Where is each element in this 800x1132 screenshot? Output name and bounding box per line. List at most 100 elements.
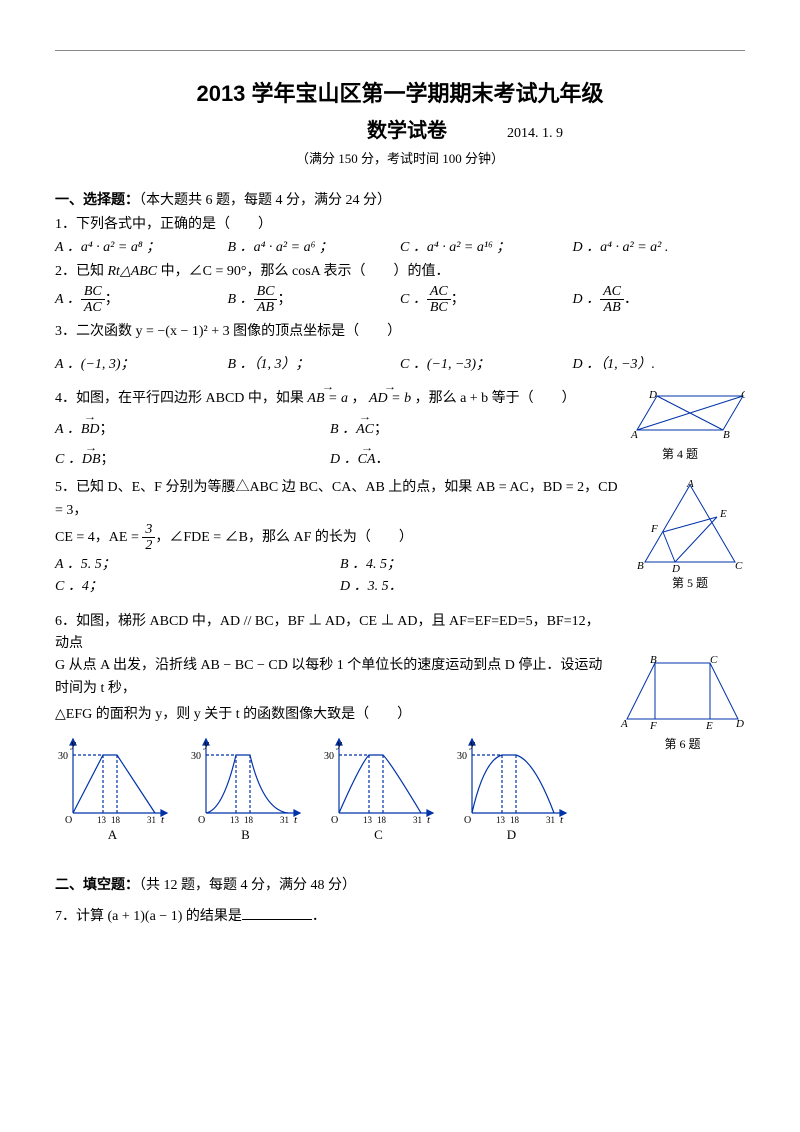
svg-text:B: B — [637, 560, 644, 572]
section-1-title: 一、选择题： — [55, 191, 139, 207]
q6-chart-D: 30 y O 13 18 31 t D — [454, 735, 569, 846]
svg-text:31: 31 — [147, 815, 156, 825]
svg-text:18: 18 — [111, 815, 121, 825]
svg-text:A: A — [620, 718, 628, 730]
svg-text:B: B — [650, 654, 657, 666]
section-2-head: 二、填空题：（共 12 题，每题 4 分，满分 48 分） — [55, 873, 745, 897]
question-6: A B C D E F 第 6 题 6．如图，梯形 ABCD 中，AD // B… — [55, 611, 745, 846]
svg-text:O: O — [331, 815, 338, 825]
svg-text:t: t — [294, 814, 298, 825]
section-1-head: 一、选择题：（本大题共 6 题，每题 4 分，满分 24 分） — [55, 188, 745, 212]
svg-text:C: C — [741, 389, 745, 401]
svg-text:F: F — [650, 523, 658, 535]
q6-chart-B: 30 y O 13 18 31 t B — [188, 735, 303, 846]
section-2-note: （共 12 题，每题 4 分，满分 48 分） — [139, 878, 356, 893]
q6-figure: A B C D E F 第 6 题 — [620, 651, 745, 754]
svg-text:t: t — [560, 814, 564, 825]
question-2: 2．已知 Rt△ABC 中，∠C = 90°，那么 cosA 表示（ ）的值． … — [55, 261, 745, 315]
q1-A-expr: a⁴ · a² = a⁸ ； — [81, 240, 160, 255]
q6-charts: 30 y O 13 18 31 t A — [55, 735, 610, 846]
q3-A: A ．(−1, 3)； — [55, 354, 228, 376]
q1-D-label: D ． — [573, 240, 601, 255]
svg-text:y: y — [336, 738, 342, 750]
q3-B: B ．（1, 3）； — [228, 354, 401, 376]
q3-options: A ．(−1, 3)； B ．（1, 3）； C ．(−1, −3)； D ．（… — [55, 354, 745, 376]
page-top-rule — [55, 50, 745, 51]
q5-caption: 第 5 题 — [635, 574, 745, 593]
svg-text:13: 13 — [97, 815, 107, 825]
q2-A-label: A ． — [55, 292, 81, 307]
svg-text:t: t — [427, 814, 431, 825]
q5-options: A ．5. 5； B ．4. 5； — [55, 554, 625, 576]
svg-text:D: D — [735, 718, 744, 730]
q1-A-label: A ． — [55, 240, 81, 255]
q5-B: B ．4. 5； — [340, 554, 625, 576]
q2-B-label: B ． — [228, 292, 254, 307]
section-2-title: 二、填空题： — [55, 876, 139, 892]
q1-options: A ．a⁴ · a² = a⁸ ； B ．a⁴ · a² = a⁶ ； C ．a… — [55, 237, 745, 259]
q2-stem: 2．已知 Rt△ABC 中，∠C = 90°，那么 cosA 表示（ ）的值． — [55, 261, 745, 283]
q3-C: C ．(−1, −3)； — [400, 354, 573, 376]
q1-C-label: C ． — [400, 240, 427, 255]
question-3: 3．二次函数 y = −(x − 1)² + 3 图像的顶点坐标是（ ） A ．… — [55, 321, 745, 376]
q2-options: A ．BCAC； B ．BCAB； C ．ACBC； D ．ACAB． — [55, 284, 745, 316]
q3-stem: 3．二次函数 y = −(x − 1)² + 3 图像的顶点坐标是（ ） — [55, 321, 745, 343]
q7-blank — [242, 919, 312, 920]
svg-text:30: 30 — [191, 751, 201, 762]
q1-B-expr: a⁴ · a² = a⁶ ； — [254, 240, 333, 255]
svg-text:O: O — [464, 815, 471, 825]
q5-C: C ．4； — [55, 576, 340, 598]
svg-text:y: y — [70, 738, 76, 750]
svg-text:30: 30 — [457, 751, 467, 762]
question-5: A B C D E F 第 5 题 5．已知 D、E、F 分别为等腰△ABC 边… — [55, 477, 745, 598]
q5-figure: A B C D E F 第 5 题 — [635, 477, 745, 593]
q7-stem-r: ． — [312, 909, 326, 924]
svg-text:B: B — [723, 429, 730, 441]
q6-caption: 第 6 题 — [620, 735, 745, 754]
q6-chart-C: 30 y O 13 18 31 t C — [321, 735, 436, 846]
title-main: 2013 学年宝山区第一学期期末考试九年级 — [55, 76, 745, 111]
q6-trapezoid-icon: A B C D E F — [620, 651, 745, 733]
svg-text:31: 31 — [546, 815, 555, 825]
question-1: 1．下列各式中，正确的是（ ） A ．a⁴ · a² = a⁸ ； B ．a⁴ … — [55, 214, 745, 259]
svg-text:t: t — [161, 814, 165, 825]
svg-text:30: 30 — [324, 751, 334, 762]
q6-stem-1: 6．如图，梯形 ABCD 中，AD // BC，BF ⊥ AD，CE ⊥ AD，… — [55, 611, 745, 656]
title-sub: 数学试卷 — [367, 115, 447, 147]
svg-text:A: A — [630, 429, 638, 441]
svg-text:O: O — [198, 815, 205, 825]
svg-text:13: 13 — [496, 815, 506, 825]
q7-stem-l: 7．计算 (a + 1)(a − 1) 的结果是 — [55, 909, 242, 924]
q2-C-label: C ． — [400, 292, 427, 307]
svg-text:18: 18 — [244, 815, 254, 825]
exam-subtitle: （满分 150 分，考试时间 100 分钟） — [55, 149, 745, 170]
svg-text:18: 18 — [510, 815, 520, 825]
svg-text:C: C — [710, 654, 718, 666]
svg-text:13: 13 — [230, 815, 240, 825]
q5-D: D ．3. 5． — [340, 576, 625, 598]
q5-A: A ．5. 5； — [55, 554, 340, 576]
q4-parallelogram-icon: A B C D — [615, 388, 745, 443]
svg-text:E: E — [719, 508, 727, 520]
q1-stem: 1．下列各式中，正确的是（ ） — [55, 214, 745, 236]
q4-figure: A B C D 第 4 题 — [615, 388, 745, 464]
question-7: 7．计算 (a + 1)(a − 1) 的结果是 ． — [55, 906, 745, 928]
q1-D-expr: a⁴ · a² = a² . — [600, 240, 668, 255]
svg-text:O: O — [65, 815, 72, 825]
q2-D-label: D ． — [573, 292, 601, 307]
question-4: A B C D 第 4 题 4．如图，在平行四边形 ABCD 中，如果 AB =… — [55, 388, 745, 471]
q5-triangle-icon: A B C D E F — [635, 477, 745, 572]
svg-text:A: A — [686, 478, 694, 490]
svg-text:D: D — [671, 563, 680, 572]
svg-text:31: 31 — [280, 815, 289, 825]
svg-text:D: D — [648, 389, 657, 401]
q6-chart-A: 30 y O 13 18 31 t A — [55, 735, 170, 846]
svg-text:y: y — [203, 738, 209, 750]
svg-text:13: 13 — [363, 815, 373, 825]
svg-text:31: 31 — [413, 815, 422, 825]
q1-C-expr: a⁴ · a² = a¹⁶ ； — [427, 240, 511, 255]
section-1-note: （本大题共 6 题，每题 4 分，满分 24 分） — [139, 193, 391, 208]
svg-text:y: y — [469, 738, 475, 750]
svg-text:C: C — [735, 560, 743, 572]
title-row: 数学试卷 2014. 1. 9 — [55, 115, 745, 147]
